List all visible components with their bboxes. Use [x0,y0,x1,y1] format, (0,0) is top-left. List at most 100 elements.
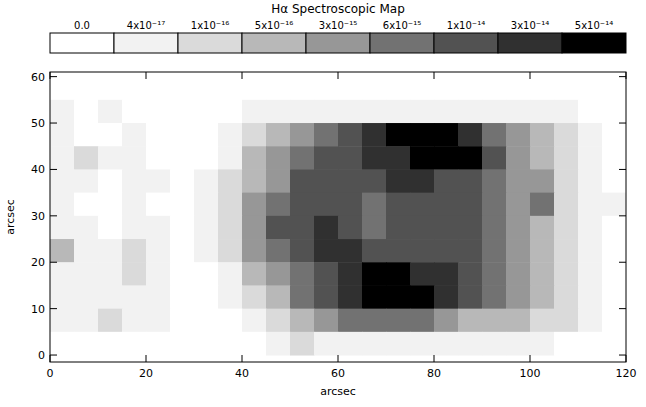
cell [314,193,339,217]
cell [290,309,315,333]
cell [530,216,555,240]
cell [434,285,459,309]
cell [506,332,531,356]
cell [170,285,195,309]
x-tick [50,355,51,362]
cell [554,169,579,193]
cell [602,285,626,309]
x-tick-top [146,72,147,79]
cell [530,239,555,263]
cell [482,239,507,263]
cell [170,123,195,147]
y-tick-label: 60 [31,71,45,84]
cell [506,146,531,170]
x-tick-top [530,72,531,79]
cell [434,169,459,193]
cell [602,216,626,240]
cell [146,216,171,240]
cell [338,77,363,101]
cell [74,239,99,263]
y-tick-label: 50 [31,117,45,130]
cell [554,309,579,333]
cell [578,146,603,170]
cell [362,309,387,333]
cells [50,77,626,356]
cell [74,193,99,217]
cell [218,332,243,356]
cell [482,216,507,240]
cell [554,193,579,217]
cell [578,123,603,147]
cell [578,309,603,333]
cell [290,193,315,217]
cell [458,100,483,124]
cell [170,262,195,286]
cell [554,262,579,286]
cell [458,239,483,263]
x-tick-label: 60 [331,367,345,380]
cell [482,100,507,124]
cell [290,285,315,309]
x-tick [338,355,339,362]
cell [386,216,411,240]
colorbar-box [306,33,370,53]
cell [50,216,75,240]
cell [602,146,626,170]
cell [458,216,483,240]
cell [338,146,363,170]
cell [506,123,531,147]
cell [554,285,579,309]
colorbar-label: 1x10⁻¹⁶ [191,20,229,31]
cell [242,262,267,286]
cell [242,216,267,240]
cell [602,332,626,356]
y-tick-right [619,123,626,124]
cell [530,193,555,217]
cell [122,193,147,217]
cell [578,262,603,286]
cell [194,193,219,217]
cell [194,77,219,101]
cell [146,77,171,101]
cell [170,239,195,263]
cell [98,239,123,263]
cell [602,169,626,193]
x-tick [530,355,531,362]
cell [410,123,435,147]
y-tick-right [619,169,626,170]
cell [362,262,387,286]
cell [74,309,99,333]
frame [50,72,626,362]
cell [386,169,411,193]
cell [410,216,435,240]
cell [50,309,75,333]
cell [50,146,75,170]
cell [50,100,75,124]
cell [458,123,483,147]
cell [482,77,507,101]
cell [290,77,315,101]
cell [122,216,147,240]
cell [218,309,243,333]
cell [386,309,411,333]
cell [362,285,387,309]
y-tick-right [619,215,626,216]
cell [410,309,435,333]
cell [98,193,123,217]
cell [242,169,267,193]
cell [290,123,315,147]
cell [434,309,459,333]
cell [338,193,363,217]
cell [578,100,603,124]
x-tick [434,355,435,362]
colorbar-label: 6x10⁻¹⁵ [383,20,421,31]
cell [482,309,507,333]
cell [530,169,555,193]
colorbar-label: 3x10⁻¹⁴ [511,20,549,31]
x-tick-label: 80 [427,367,441,380]
x-tick-top [338,72,339,79]
cell [194,262,219,286]
x-tick [242,355,243,362]
cell [74,77,99,101]
cell [290,239,315,263]
